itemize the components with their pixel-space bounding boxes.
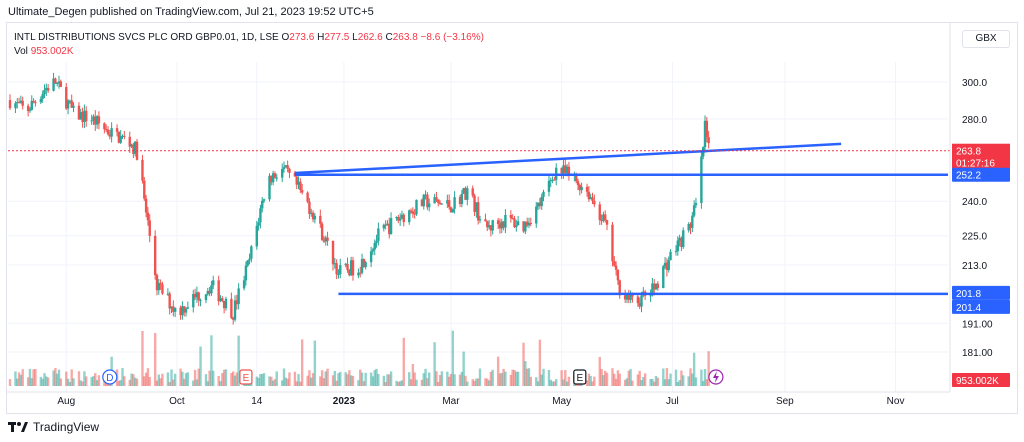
volume-value: 953.002K [30,46,74,57]
high-label: H [317,32,325,43]
high-value: 277.5 [324,32,350,43]
tradingview-logo-icon [8,421,28,433]
chart-frame [6,22,1018,414]
volume-label: Vol [14,46,28,57]
low-label: L [352,32,358,43]
footer-brand: TradingView [33,420,100,434]
close-value: 263.8 [392,32,418,43]
open-value: 273.6 [289,32,315,43]
change-value: −8.6 (−3.16%) [420,32,484,43]
currency-button[interactable]: GBX [962,30,1010,48]
volume-legend: Vol 953.002K [14,46,74,57]
publisher-line: Ultimate_Degen published on TradingView.… [8,6,374,18]
close-label: C [385,32,393,43]
symbol-description: INTL DISTRIBUTIONS SVCS PLC ORD GBP0.01,… [14,32,279,43]
low-value: 262.6 [357,32,383,43]
footer: TradingView [8,420,99,434]
ohlc-legend: INTL DISTRIBUTIONS SVCS PLC ORD GBP0.01,… [14,32,484,43]
open-label: O [281,32,290,43]
